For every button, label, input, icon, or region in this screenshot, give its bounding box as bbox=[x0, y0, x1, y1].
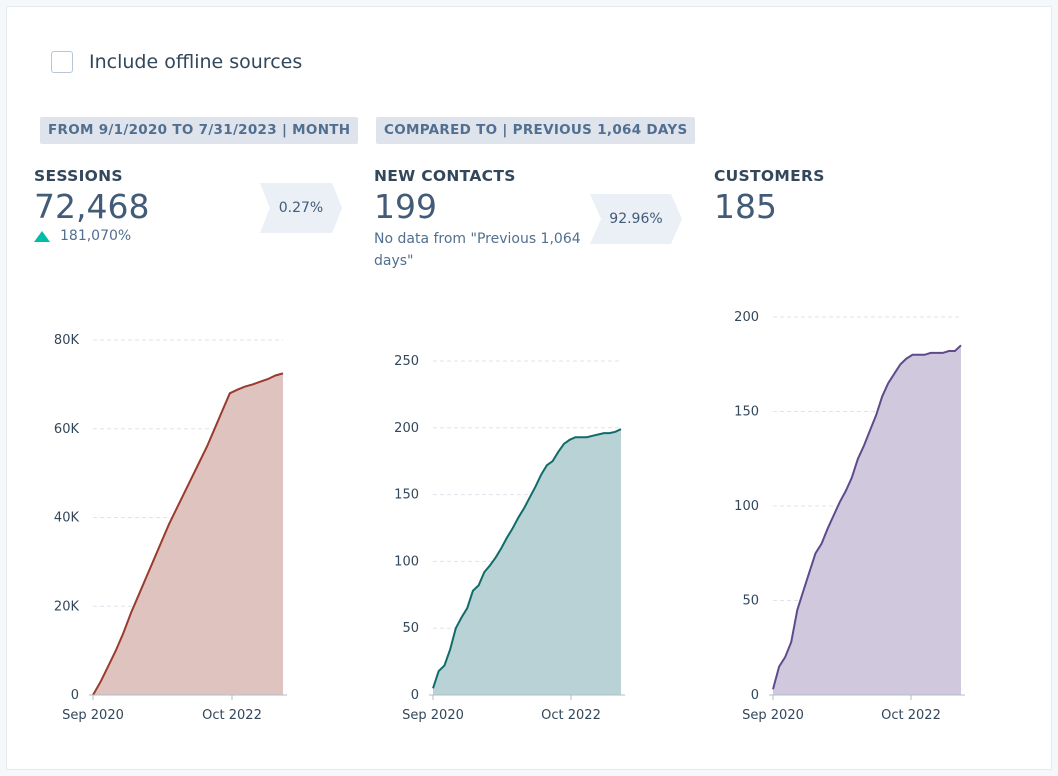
y-tick-label: 80K bbox=[54, 333, 80, 348]
metric-new-contacts: NEW CONTACTS 199 No data from "Previous … bbox=[374, 167, 704, 272]
y-tick-label: 0 bbox=[411, 688, 419, 703]
x-tick-label: Sep 2020 bbox=[62, 708, 124, 723]
y-tick-label: 0 bbox=[751, 688, 759, 703]
y-tick-label: 150 bbox=[734, 405, 759, 420]
customers-line bbox=[772, 344, 962, 690]
metric-value: 199 bbox=[374, 187, 437, 226]
date-range-pill: FROM 9/1/2020 TO 7/31/2023 | MONTH bbox=[40, 117, 359, 144]
include-offline-checkbox[interactable] bbox=[51, 51, 73, 73]
comparison-pill: COMPARED TO | PREVIOUS 1,064 DAYS bbox=[376, 117, 696, 144]
y-tick-label: 100 bbox=[734, 499, 759, 514]
new-contacts-chart: 0 50 100 150 200 250 Sep 2020 Oct 2022 bbox=[394, 354, 625, 723]
y-tick-label: 150 bbox=[394, 488, 419, 503]
customers-chart: 0 50 100 150 200 Sep 2020 Oct 2022 bbox=[734, 310, 965, 723]
metric-title: CUSTOMERS bbox=[714, 167, 825, 185]
no-data-note: No data from "Previous 1,064 days" bbox=[374, 231, 581, 269]
y-tick-label: 50 bbox=[742, 594, 759, 609]
x-tick-label: Sep 2020 bbox=[402, 708, 464, 723]
x-tick-label: Oct 2022 bbox=[202, 708, 262, 723]
conversion-rate-value: 92.96% bbox=[609, 211, 663, 227]
metric-title: SESSIONS bbox=[34, 167, 123, 185]
report-card: Include offline sources FROM 9/1/2020 TO… bbox=[6, 6, 1052, 770]
contacts-area bbox=[433, 429, 621, 695]
trend-up-icon bbox=[34, 230, 50, 242]
y-tick-label: 20K bbox=[54, 599, 80, 614]
conversion-rate-tag: 92.96% bbox=[590, 194, 682, 244]
customers-area bbox=[773, 345, 961, 695]
include-offline-label[interactable]: Include offline sources bbox=[89, 51, 303, 73]
x-tick-label: Oct 2022 bbox=[881, 708, 941, 723]
metric-sessions: SESSIONS 72,468 181,070% bbox=[34, 167, 364, 244]
metric-value: 185 bbox=[714, 187, 777, 226]
y-tick-label: 200 bbox=[734, 310, 759, 325]
y-tick-label: 60K bbox=[54, 422, 80, 437]
metric-value: 72,468 bbox=[34, 187, 150, 226]
sessions-chart: 0 20K 40K 60K 80K Sep 2020 Oct 2022 bbox=[54, 333, 287, 723]
y-tick-label: 250 bbox=[394, 354, 419, 369]
x-tick-label: Oct 2022 bbox=[541, 708, 601, 723]
x-tick-label: Sep 2020 bbox=[742, 708, 804, 723]
delta-row: 181,070% bbox=[34, 228, 364, 244]
y-tick-label: 50 bbox=[402, 621, 419, 636]
y-tick-label: 100 bbox=[394, 554, 419, 569]
y-tick-label: 0 bbox=[71, 688, 79, 703]
delta-value: 181,070% bbox=[60, 228, 132, 244]
contacts-line bbox=[432, 428, 622, 689]
metric-customers: CUSTOMERS 185 bbox=[714, 167, 1044, 226]
conversion-rate-value: 0.27% bbox=[278, 200, 324, 216]
sessions-line bbox=[92, 372, 284, 696]
conversion-rate-tag: 0.27% bbox=[260, 183, 342, 233]
metric-title: NEW CONTACTS bbox=[374, 167, 516, 185]
y-tick-label: 200 bbox=[394, 421, 419, 436]
include-offline-row[interactable]: Include offline sources bbox=[51, 51, 302, 73]
y-tick-label: 40K bbox=[54, 511, 80, 526]
sessions-area bbox=[93, 373, 283, 695]
